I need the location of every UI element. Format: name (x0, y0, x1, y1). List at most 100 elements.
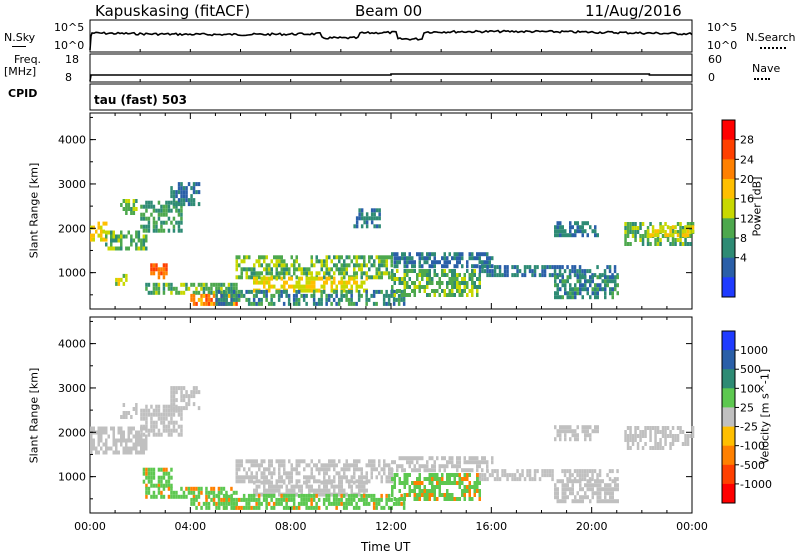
velocity-cell (599, 491, 602, 496)
power-cell (340, 284, 343, 289)
velocity-cell (145, 442, 148, 447)
velocity-cell (463, 468, 466, 473)
power-cell (392, 301, 396, 306)
velocity-cell (599, 479, 602, 484)
power-cell (195, 290, 198, 295)
power-cell (120, 234, 123, 239)
velocity-cell (576, 425, 579, 430)
power-cell (506, 265, 509, 270)
velocity-cell (566, 483, 569, 488)
power-cell (210, 286, 213, 291)
velocity-cell (300, 493, 303, 498)
power-cell (631, 226, 635, 230)
velocity-cell (631, 438, 635, 442)
velocity-cell (674, 438, 677, 442)
power-cell (252, 301, 256, 306)
power-cell (576, 279, 579, 284)
power-cell (355, 224, 359, 229)
power-cell (355, 288, 358, 293)
power-cell (591, 279, 594, 284)
velocity-cell (614, 479, 617, 484)
power-cell (330, 301, 333, 306)
power-cell (305, 267, 308, 272)
velocity-cell (180, 398, 183, 403)
velocity-cell (375, 497, 378, 502)
power-cell (478, 252, 481, 257)
velocity-cell (170, 467, 173, 472)
velocity-cell (238, 475, 241, 480)
power-cell (352, 301, 356, 306)
power-cell (320, 284, 323, 289)
velocity-cell (225, 493, 228, 498)
velocity-cell (325, 484, 328, 489)
velocity-cell (157, 412, 161, 417)
velocity-cell (418, 477, 421, 481)
power-cell (481, 265, 484, 270)
power-cell (363, 263, 366, 268)
power-cell (247, 289, 251, 294)
velocity-ytick-label: 2000 (58, 426, 86, 439)
velocity-cell (210, 497, 213, 502)
power-cell (177, 186, 181, 191)
power-cell (170, 220, 173, 225)
velocity-cell (132, 442, 135, 447)
power-cell (375, 208, 379, 213)
velocity-cell (280, 493, 283, 498)
velocity-cell (170, 412, 173, 417)
power-cell (476, 252, 479, 257)
velocity-cell (323, 471, 326, 476)
power-cell (295, 297, 298, 302)
velocity-cell (150, 467, 153, 472)
velocity-cell (443, 481, 446, 485)
velocity-cell (476, 489, 479, 493)
velocity-cell (275, 484, 278, 489)
velocity-cell (225, 505, 228, 510)
power-cell (147, 224, 151, 229)
velocity-cell (365, 480, 368, 485)
power-cell (596, 295, 599, 300)
velocity-cell (438, 485, 441, 489)
power-cell (598, 273, 602, 278)
velocity-cell (145, 475, 148, 480)
velocity-cell (325, 467, 328, 472)
velocity-cell (656, 442, 660, 446)
power-cell (273, 263, 276, 268)
velocity-cell (664, 434, 667, 438)
power-cell (177, 182, 181, 187)
velocity-cell (388, 475, 391, 480)
power-cell (120, 238, 123, 243)
power-cell (691, 225, 695, 230)
velocity-cell (172, 428, 176, 433)
power-cell (192, 202, 196, 207)
velocity-cell (598, 473, 602, 478)
power-colorbar-tick-label: 8 (740, 232, 747, 245)
velocity-cell (671, 426, 675, 430)
velocity-cell (599, 495, 602, 500)
power-cell (584, 221, 587, 226)
velocity-cell (483, 477, 487, 482)
velocity-cell (127, 430, 130, 435)
velocity-cell (458, 456, 461, 461)
velocity-cell (370, 459, 373, 464)
velocity-cell (556, 479, 559, 484)
power-cell (614, 275, 617, 280)
velocity-cell (651, 426, 655, 430)
power-cell (451, 273, 454, 277)
velocity-cell (418, 485, 421, 489)
power-cell (446, 256, 449, 261)
velocity-cell (162, 467, 166, 472)
power-cell (293, 271, 296, 276)
velocity-cell (533, 477, 537, 482)
power-cell (603, 273, 607, 278)
power-cell (308, 267, 311, 272)
power-cell (112, 238, 115, 243)
power-cell (253, 280, 256, 285)
power-cell (230, 301, 233, 306)
velocity-cell (152, 467, 156, 472)
power-cell (611, 273, 614, 278)
power-cell (624, 230, 627, 234)
power-cell (115, 281, 118, 286)
velocity-cell (360, 493, 363, 498)
power-cell (260, 276, 263, 281)
velocity-cell (659, 442, 662, 446)
